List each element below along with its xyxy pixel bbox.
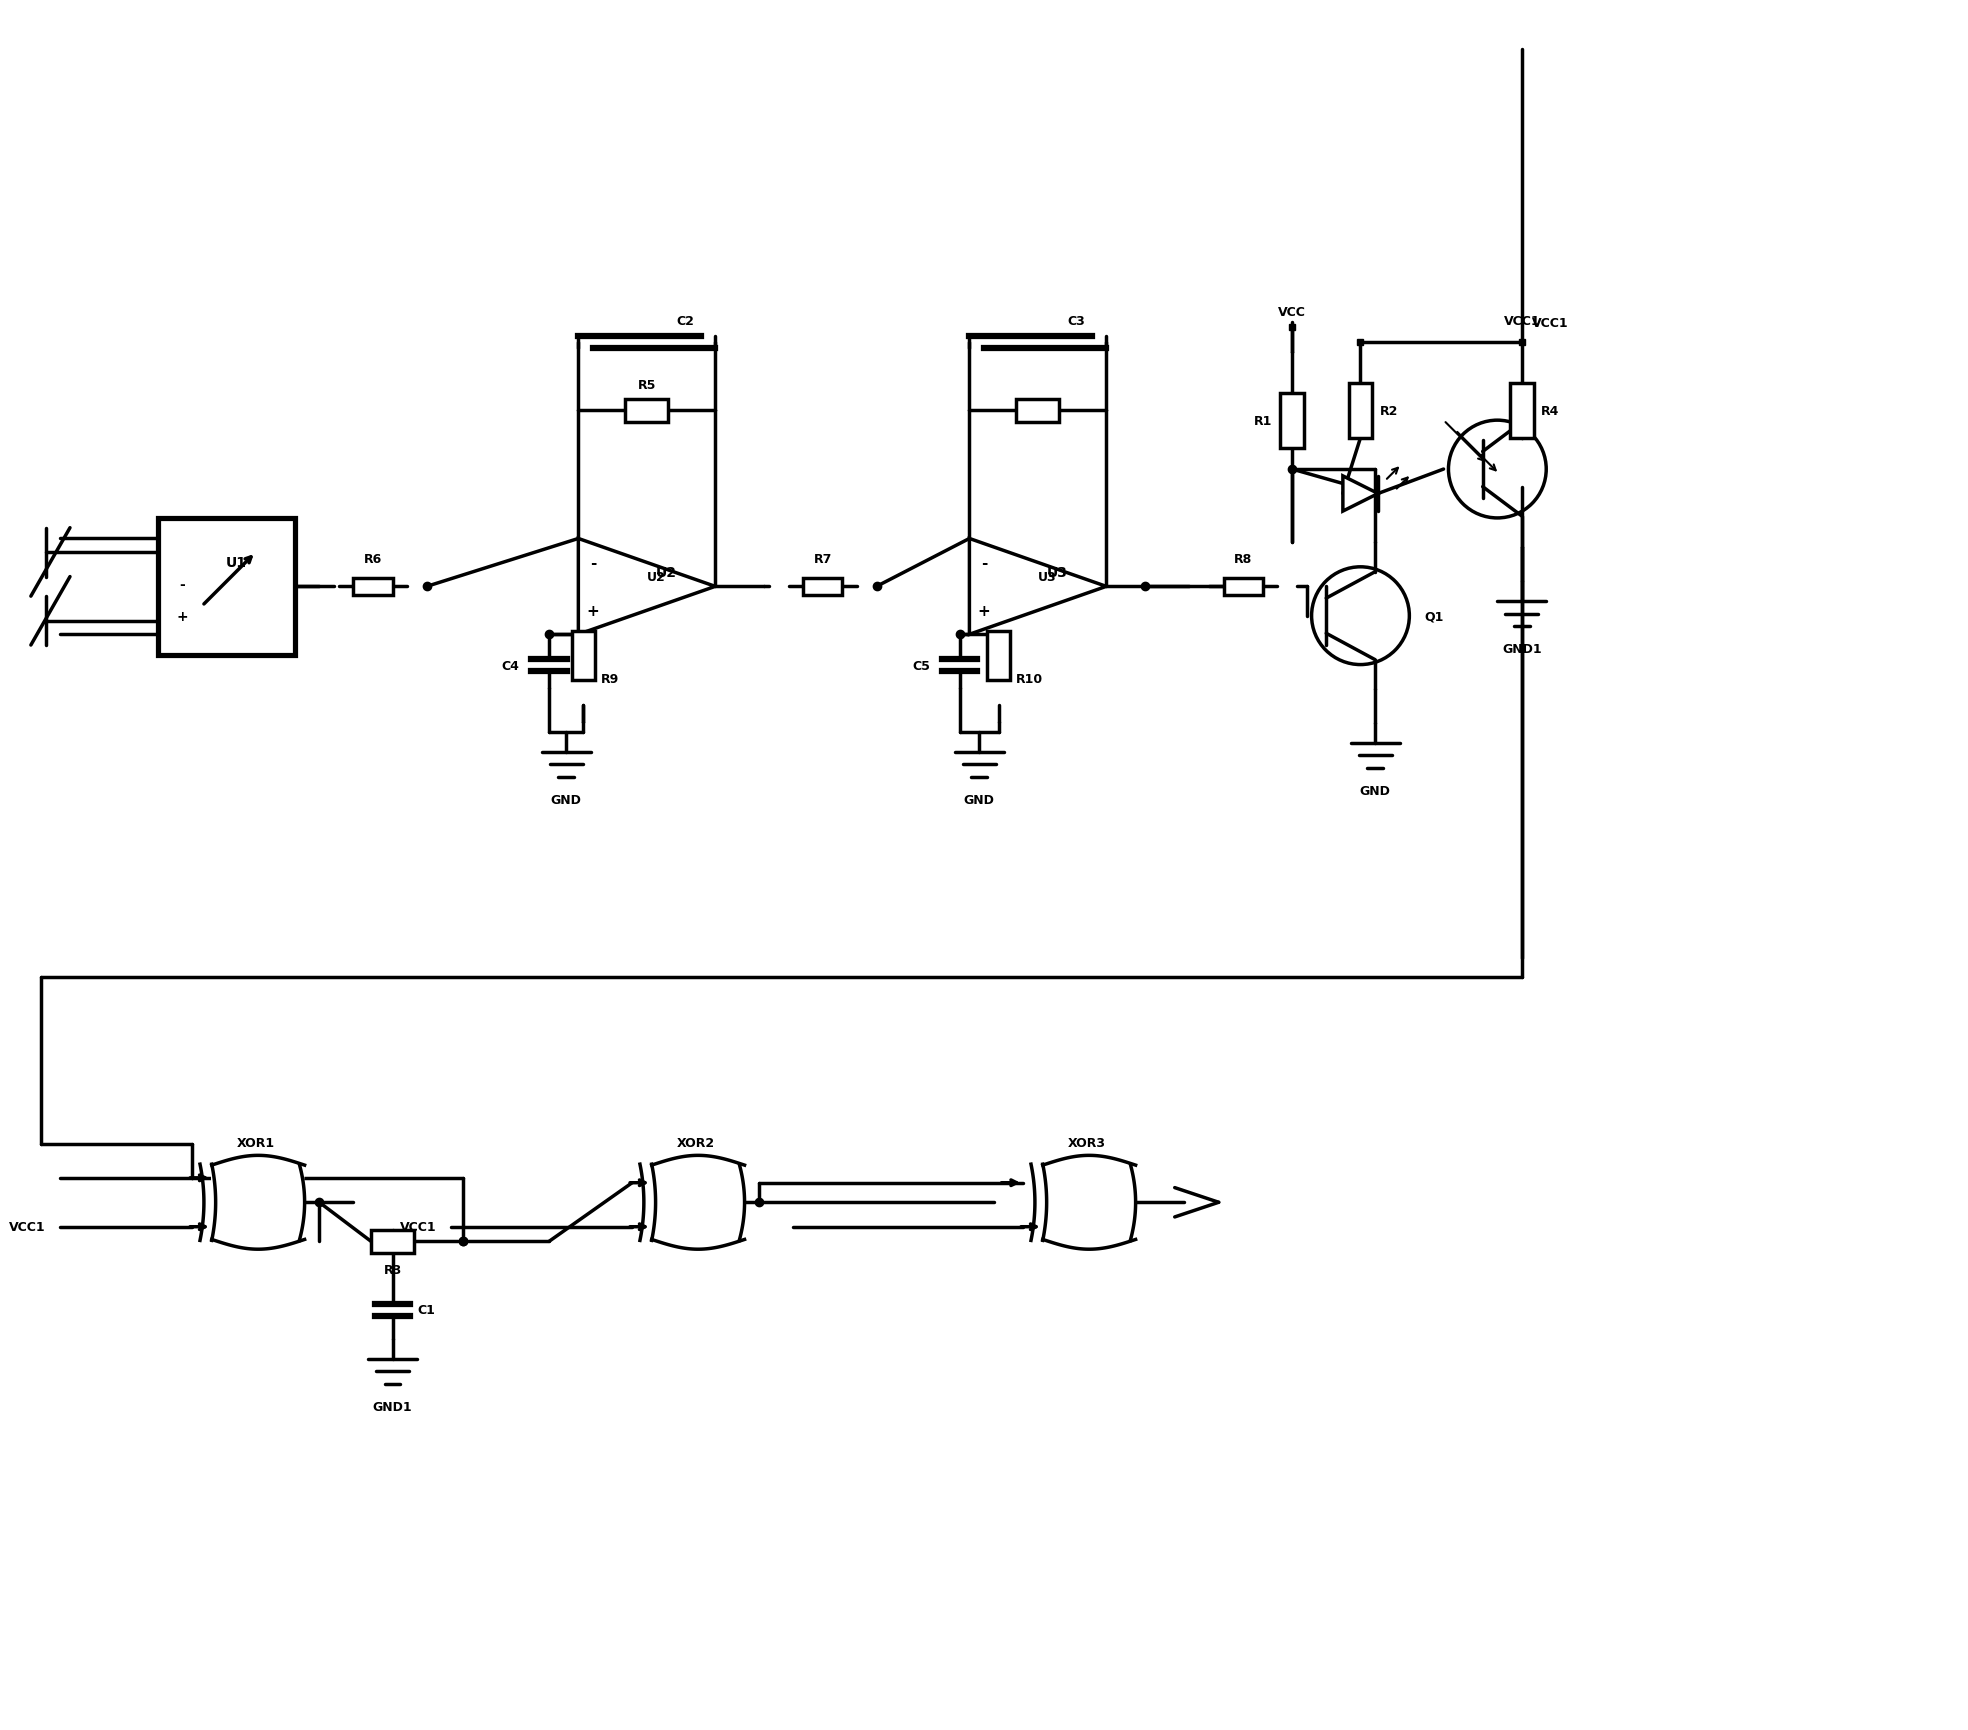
Text: C4: C4 bbox=[502, 659, 520, 673]
Polygon shape bbox=[651, 1156, 744, 1249]
Text: VCC1: VCC1 bbox=[400, 1220, 437, 1233]
Text: R7: R7 bbox=[813, 552, 832, 566]
Text: +: + bbox=[978, 604, 990, 618]
Text: U3: U3 bbox=[1047, 566, 1069, 580]
Bar bbox=[1509, 384, 1533, 438]
Text: +: + bbox=[165, 604, 179, 618]
Text: -: - bbox=[179, 578, 185, 592]
Polygon shape bbox=[579, 540, 714, 635]
Text: +: + bbox=[177, 609, 189, 623]
Text: R2: R2 bbox=[1380, 405, 1399, 417]
Bar bbox=[372, 1230, 413, 1254]
Text: XOR3: XOR3 bbox=[1069, 1137, 1106, 1149]
Bar bbox=[1015, 400, 1059, 422]
Text: R4: R4 bbox=[1541, 405, 1561, 417]
Text: R10: R10 bbox=[1015, 673, 1043, 685]
Text: VCC1: VCC1 bbox=[1504, 315, 1541, 329]
Bar bbox=[803, 578, 842, 595]
Text: -: - bbox=[590, 555, 596, 571]
Bar bbox=[1348, 384, 1372, 438]
Polygon shape bbox=[157, 540, 295, 635]
Text: R8: R8 bbox=[1234, 552, 1252, 566]
Bar bbox=[1224, 578, 1263, 595]
Text: -: - bbox=[169, 555, 175, 571]
Polygon shape bbox=[1342, 476, 1378, 512]
Text: -: - bbox=[980, 555, 988, 571]
Text: R6: R6 bbox=[364, 552, 382, 566]
Text: U2: U2 bbox=[655, 566, 677, 580]
Text: R9: R9 bbox=[600, 673, 620, 685]
Text: C1: C1 bbox=[417, 1304, 435, 1317]
Text: U1: U1 bbox=[226, 571, 246, 583]
Text: R1: R1 bbox=[1254, 415, 1273, 427]
Text: GND: GND bbox=[551, 792, 583, 806]
Text: VCC: VCC bbox=[1277, 304, 1307, 318]
Text: U3: U3 bbox=[1039, 571, 1057, 583]
Text: XOR1: XOR1 bbox=[236, 1137, 276, 1149]
Text: GND1: GND1 bbox=[1502, 644, 1541, 656]
Text: +: + bbox=[586, 604, 600, 618]
Text: U2: U2 bbox=[647, 571, 665, 583]
Text: R5: R5 bbox=[638, 379, 655, 391]
Text: Q1: Q1 bbox=[1425, 611, 1443, 623]
Text: GND: GND bbox=[964, 792, 994, 806]
Bar bbox=[988, 631, 1010, 682]
Polygon shape bbox=[1043, 1156, 1136, 1249]
Text: XOR2: XOR2 bbox=[677, 1137, 714, 1149]
Bar bbox=[571, 631, 594, 682]
Bar bbox=[157, 519, 295, 656]
Text: GND1: GND1 bbox=[372, 1400, 413, 1413]
Bar bbox=[354, 578, 392, 595]
Text: C2: C2 bbox=[677, 315, 695, 329]
Text: VCC1: VCC1 bbox=[10, 1220, 45, 1233]
Text: GND: GND bbox=[1360, 784, 1391, 798]
Polygon shape bbox=[970, 540, 1106, 635]
Text: U1: U1 bbox=[226, 555, 246, 569]
Bar bbox=[626, 400, 669, 422]
Text: C5: C5 bbox=[913, 659, 931, 673]
Text: R3: R3 bbox=[384, 1263, 401, 1277]
Polygon shape bbox=[213, 1156, 305, 1249]
Bar bbox=[1281, 393, 1303, 448]
Text: C3: C3 bbox=[1067, 315, 1084, 329]
Text: VCC1: VCC1 bbox=[1531, 317, 1568, 330]
